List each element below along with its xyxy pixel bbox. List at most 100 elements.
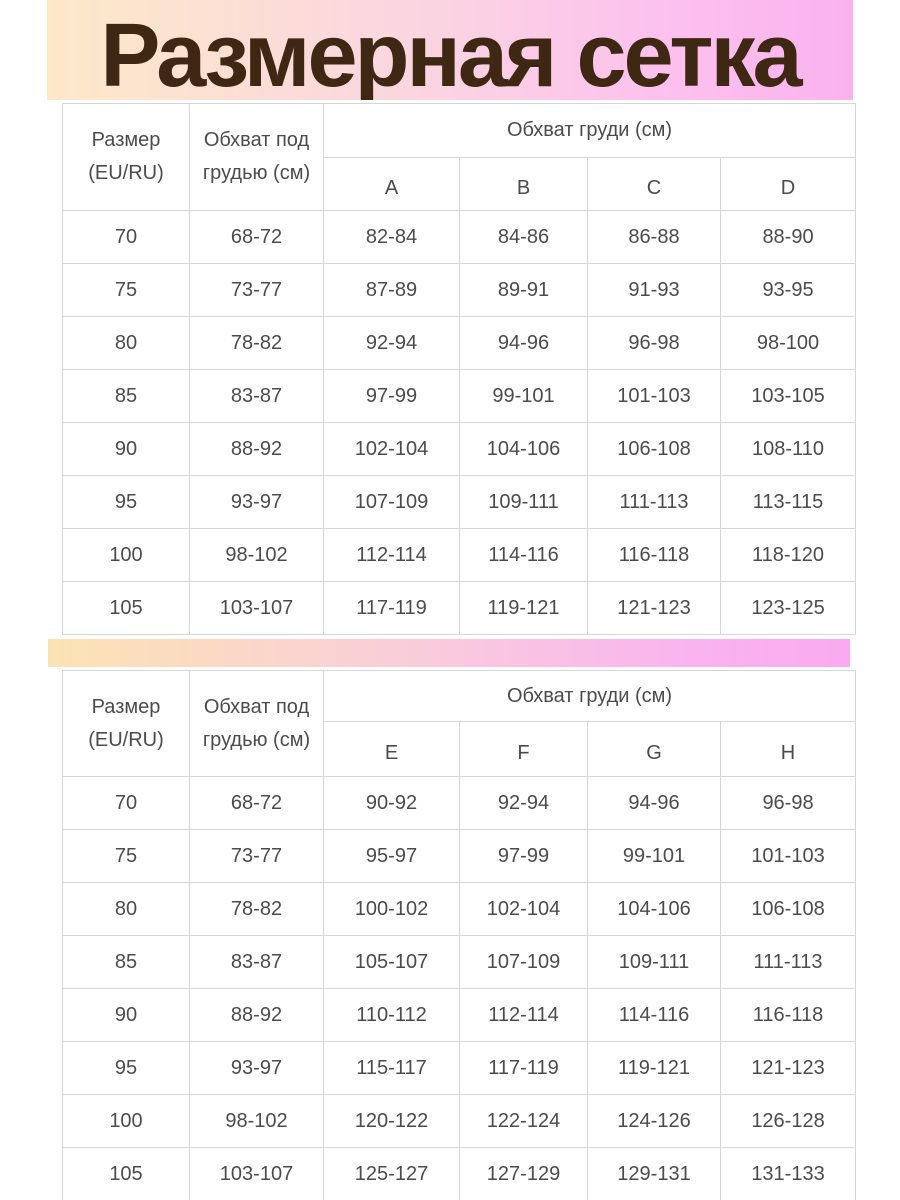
bust-range-cell: 101-103 (719, 829, 857, 883)
bust-range-cell: 129-131 (587, 1147, 721, 1200)
table-row: 90 88-92 102-104 104-106 106-108 108-110 (62, 422, 857, 476)
underbust-header-line2: грудью (см) (202, 162, 311, 184)
bust-range-cell: 93-95 (719, 263, 857, 317)
underbust-cell: 73-77 (189, 263, 324, 317)
bust-range-cell: 113-115 (719, 475, 857, 529)
bust-range-cell: 126-128 (719, 1094, 857, 1148)
bust-range-cell: 112-114 (323, 528, 460, 582)
underbust-cell: 78-82 (189, 316, 324, 370)
bust-range-cell: 86-88 (587, 210, 721, 264)
table-row: 80 78-82 100-102 102-104 104-106 106-108 (62, 882, 857, 936)
bust-range-cell: 97-99 (323, 369, 460, 423)
underbust-column-header: Обхват под грудью (см) (189, 103, 324, 211)
size-header-line2: (EU/RU) (88, 728, 164, 751)
bust-range-cell: 111-113 (719, 935, 857, 989)
bust-range-cell: 106-108 (719, 882, 857, 936)
size-cell: 85 (62, 935, 190, 989)
size-table-cups-efgh: Размер (EU/RU) Обхват под грудью (см) Об… (62, 670, 857, 1200)
table-row: 100 98-102 120-122 122-124 124-126 126-128 (62, 1094, 857, 1148)
page-title: Размерная сетка (100, 6, 802, 100)
size-header-line2: (EU/RU) (88, 162, 164, 184)
bust-range-cell: 92-94 (459, 776, 588, 830)
size-table-body: 70 68-72 82-84 84-86 86-88 88-90 75 73-77 87-89 8… (62, 210, 857, 635)
bust-range-cell: 117-119 (323, 581, 460, 635)
cup-header-b: B (459, 157, 588, 211)
bust-range-cell: 117-119 (459, 1041, 588, 1095)
bust-range-cell: 122-124 (459, 1094, 588, 1148)
underbust-cell: 98-102 (189, 528, 324, 582)
bust-range-cell: 124-126 (587, 1094, 721, 1148)
table-row: 85 83-87 105-107 107-109 109-111 111-113 (62, 935, 857, 989)
underbust-cell: 103-107 (189, 581, 324, 635)
bust-range-cell: 84-86 (459, 210, 588, 264)
gradient-divider (48, 639, 850, 667)
size-header-line1: Размер (91, 129, 161, 151)
size-cell: 105 (62, 1147, 190, 1200)
cup-header-d: D (719, 157, 857, 211)
bust-range-cell: 111-113 (587, 475, 721, 529)
bust-range-cell: 109-111 (587, 935, 721, 989)
size-cell: 75 (62, 263, 190, 317)
bust-range-cell: 123-125 (719, 581, 857, 635)
size-column-header: Размер (EU/RU) (62, 670, 190, 777)
size-cell: 90 (62, 988, 190, 1042)
underbust-cell: 103-107 (189, 1147, 324, 1200)
bust-range-cell: 119-121 (587, 1041, 721, 1095)
size-cell: 70 (62, 210, 190, 264)
bust-range-cell: 94-96 (459, 316, 588, 370)
size-table-cups-abcd: Размер (EU/RU) Обхват под грудью (см) Об… (62, 103, 857, 635)
size-cell: 70 (62, 776, 190, 830)
bust-range-cell: 115-117 (323, 1041, 460, 1095)
cup-header-g: G (587, 721, 721, 777)
size-cell: 105 (62, 581, 190, 635)
bust-group-header: Обхват груди (см) (322, 670, 857, 722)
bust-range-cell: 96-98 (719, 776, 857, 830)
bust-range-cell: 119-121 (459, 581, 588, 635)
bust-range-cell: 91-93 (587, 263, 721, 317)
bust-range-cell: 125-127 (323, 1147, 460, 1200)
size-cell: 85 (62, 369, 190, 423)
cup-header-e: E (323, 721, 460, 777)
size-column-header: Размер (EU/RU) (62, 103, 190, 211)
underbust-header-line1: Обхват под (203, 129, 310, 151)
table-row: 95 93-97 107-109 109-111 111-113 113-115 (62, 475, 857, 529)
table-row: 70 68-72 90-92 92-94 94-96 96-98 (62, 776, 857, 830)
table-row: 90 88-92 110-112 112-114 114-116 116-118 (62, 988, 857, 1042)
table-row: 105 103-107 117-119 119-121 121-123 123-125 (62, 581, 857, 635)
bust-range-cell: 114-116 (587, 988, 721, 1042)
bust-range-cell: 114-116 (459, 528, 588, 582)
underbust-cell: 73-77 (189, 829, 324, 883)
underbust-cell: 93-97 (189, 1041, 324, 1095)
size-cell: 90 (62, 422, 190, 476)
size-header-line1: Размер (91, 695, 161, 718)
underbust-cell: 68-72 (189, 776, 324, 830)
bust-range-cell: 104-106 (459, 422, 588, 476)
bust-range-cell: 107-109 (323, 475, 460, 529)
bust-range-cell: 121-123 (587, 581, 721, 635)
table-row: 95 93-97 115-117 117-119 119-121 121-123 (62, 1041, 857, 1095)
bust-range-cell: 107-109 (459, 935, 588, 989)
bust-range-cell: 90-92 (323, 776, 460, 830)
underbust-cell: 68-72 (189, 210, 324, 264)
size-cell: 75 (62, 829, 190, 883)
bust-range-cell: 118-120 (719, 528, 857, 582)
table-row: 80 78-82 92-94 94-96 96-98 98-100 (62, 316, 857, 370)
size-table-body: 70 68-72 90-92 92-94 94-96 96-98 75 73-77 95-97 9… (62, 776, 857, 1200)
size-cell: 95 (62, 1041, 190, 1095)
bust-range-cell: 101-103 (587, 369, 721, 423)
bust-range-cell: 97-99 (459, 829, 588, 883)
bust-range-cell: 94-96 (587, 776, 721, 830)
cup-header-f: F (459, 721, 588, 777)
bust-range-cell: 89-91 (459, 263, 588, 317)
bust-range-cell: 105-107 (323, 935, 460, 989)
table-row: 105 103-107 125-127 127-129 129-131 131-133 (62, 1147, 857, 1200)
table-row: 75 73-77 95-97 97-99 99-101 101-103 (62, 829, 857, 883)
bust-range-cell: 109-111 (459, 475, 588, 529)
table-row: 85 83-87 97-99 99-101 101-103 103-105 (62, 369, 857, 423)
bust-range-cell: 108-110 (719, 422, 857, 476)
bust-range-cell: 104-106 (587, 882, 721, 936)
underbust-cell: 78-82 (189, 882, 324, 936)
underbust-column-header: Обхват под грудью (см) (189, 670, 324, 777)
table-row: 70 68-72 82-84 84-86 86-88 88-90 (62, 210, 857, 264)
bust-range-cell: 103-105 (719, 369, 857, 423)
